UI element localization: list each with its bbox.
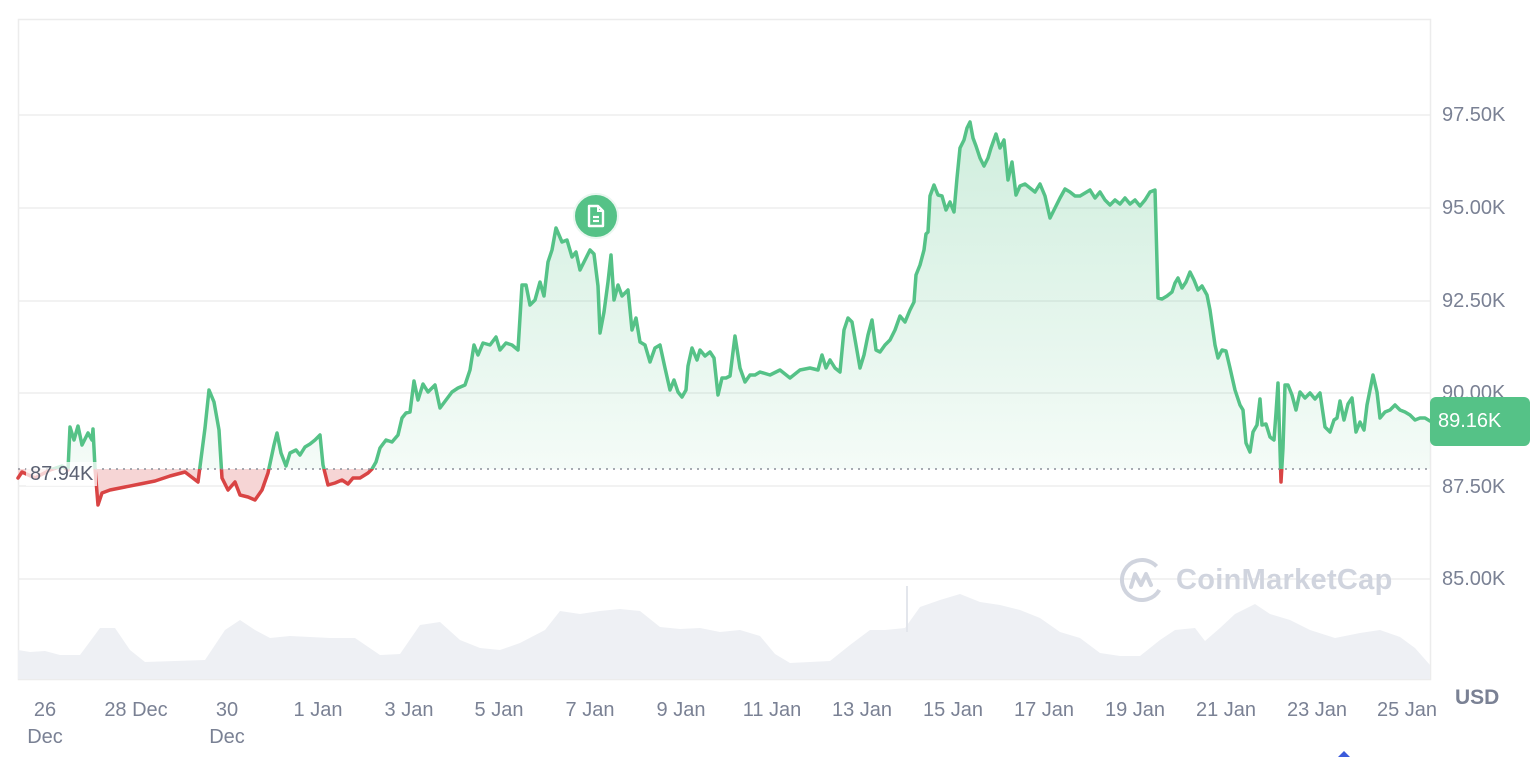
volume-area: [18, 594, 1430, 679]
grid-lines: [18, 114, 1430, 580]
x-tick-label: 25 Jan: [1376, 699, 1438, 721]
scroll-caret-icon[interactable]: [1338, 751, 1350, 757]
baseline-price-label: 87.94K: [26, 462, 98, 486]
current-price-tag: 89.16K: [1430, 397, 1530, 446]
x-tick-label: 28 Dec: [104, 699, 168, 721]
x-tick-label: 19 Jan: [1104, 699, 1166, 721]
x-tick-label: 21 Jan: [1195, 699, 1257, 721]
price-area-up: [18, 122, 1430, 469]
document-icon: [587, 204, 605, 228]
y-tick-label: 95.00K: [1442, 197, 1506, 219]
x-tick-label: 13 Jan: [831, 699, 893, 721]
plot-frame: [17, 18, 1432, 681]
coinmarketcap-logo-icon: [1120, 558, 1164, 602]
watermark-text: CoinMarketCap: [1176, 563, 1393, 596]
x-tick-label: 9 Jan: [656, 699, 706, 721]
x-tick-label: 17 Jan: [1013, 699, 1075, 721]
y-tick-label: 87.50K: [1442, 476, 1506, 498]
y-tick-label: 97.50K: [1442, 104, 1506, 126]
currency-label: USD: [1455, 686, 1500, 709]
x-tick-label: 30 Dec: [209, 699, 245, 748]
price-area-down: [18, 469, 1430, 505]
x-tick-label: 5 Jan: [474, 699, 524, 721]
x-tick-label: 3 Jan: [384, 699, 434, 721]
x-tick-label: 1 Jan: [293, 699, 343, 721]
x-tick-label: 23 Jan: [1286, 699, 1348, 721]
x-tick-label: 11 Jan: [742, 699, 802, 721]
x-tick-label: 7 Jan: [565, 699, 615, 721]
news-marker[interactable]: [573, 193, 619, 239]
x-tick-label: 26 Dec: [27, 699, 63, 748]
x-tick-label: 15 Jan: [922, 699, 984, 721]
y-tick-label: 92.50K: [1442, 290, 1506, 312]
y-tick-label: 85.00K: [1442, 568, 1506, 590]
coinmarketcap-watermark: CoinMarketCap: [1118, 556, 1393, 604]
